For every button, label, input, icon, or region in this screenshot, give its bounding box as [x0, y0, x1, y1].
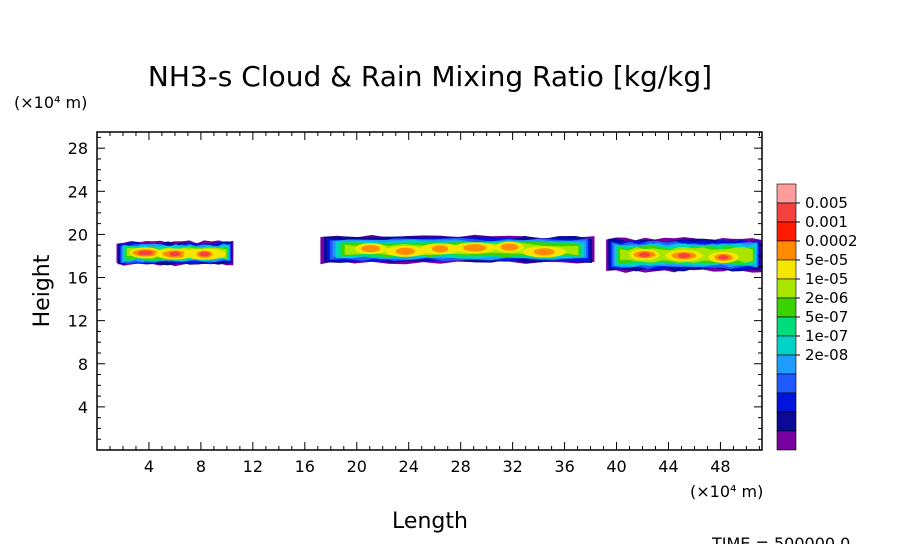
x-tick-label: 12: [243, 457, 263, 476]
colorbar-swatch: [776, 430, 797, 451]
x-axis: 4 8 12 16 20 24 28 32 36 40 44 48: [109, 132, 760, 476]
y-unit-label: (×10⁴ m): [14, 93, 87, 112]
x-tick-label: 4: [144, 457, 154, 476]
contour-core: [361, 245, 381, 253]
colorbar-label: 2e-06: [805, 289, 848, 307]
contour-core: [462, 244, 487, 252]
y-tick-label: 28: [68, 139, 88, 158]
colorbar-swatch: [776, 316, 797, 337]
y-tick-label: 24: [68, 182, 88, 201]
plot-frame: [96, 131, 763, 451]
contour-core: [395, 247, 415, 255]
contour-peak: [137, 250, 153, 256]
colorbar-label: 1e-05: [805, 270, 848, 288]
colorbar: 0.0050.0010.00025e-051e-052e-065e-071e-0…: [776, 183, 858, 451]
y-axis-label: Height: [30, 254, 55, 327]
chart-title: NH3-s Cloud & Rain Mixing Ratio [kg/kg]: [148, 60, 712, 93]
x-axis-label: Length: [392, 509, 468, 534]
colorbar-label: 2e-08: [805, 346, 848, 364]
contour-core: [533, 248, 555, 256]
y-tick-label: 4: [78, 398, 88, 417]
colorbar-label: 5e-05: [805, 251, 848, 269]
cloud-band-west: [116, 240, 234, 267]
colorbar-swatch: [776, 202, 797, 223]
x-tick-label: 16: [295, 457, 315, 476]
colorbar-swatch: [776, 297, 797, 318]
colorbar-label: 0.0002: [805, 232, 858, 250]
x-tick-label: 48: [710, 457, 730, 476]
colorbar-swatch: [776, 354, 797, 375]
colorbar-swatch: [776, 221, 797, 242]
colorbar-label: 5e-07: [805, 308, 848, 326]
y-tick-label: 20: [68, 225, 88, 244]
cloud-field: [116, 234, 762, 273]
x-tick-label: 32: [502, 457, 522, 476]
x-tick-label: 24: [399, 457, 419, 476]
contour-peak: [199, 251, 210, 257]
colorbar-swatch: [776, 259, 797, 280]
contour-peak: [718, 254, 729, 260]
contour-peak: [678, 253, 691, 258]
y-tick-label: 8: [78, 355, 88, 374]
colorbar-swatch: [776, 183, 797, 204]
colorbar-swatch: [776, 392, 797, 413]
colorbar-swatch: [776, 411, 797, 432]
y-axis: 4 8 12 16 20 24 28: [68, 136, 762, 440]
y-tick-label: 12: [68, 312, 88, 331]
x-tick-label: 28: [450, 457, 470, 476]
plot-area: [116, 234, 762, 273]
x-tick-label: 44: [658, 457, 678, 476]
colorbar-label: 0.001: [805, 213, 848, 231]
time-label: TIME = 500000.0: [711, 534, 850, 544]
x-tick-label: 40: [606, 457, 626, 476]
cloud-band-central: [320, 234, 595, 265]
y-tick-label: 16: [68, 269, 88, 288]
contour-peak: [169, 251, 181, 257]
x-tick-label: 20: [347, 457, 367, 476]
cloud-band-east: [606, 237, 762, 273]
colorbar-label: 1e-07: [805, 327, 848, 345]
colorbar-swatch: [776, 240, 797, 261]
colorbar-swatch: [776, 335, 797, 356]
contour-core: [431, 245, 449, 253]
x-tick-label: 36: [554, 457, 574, 476]
x-tick-label: 8: [196, 457, 206, 476]
colorbar-label: 0.005: [805, 194, 848, 212]
contour-core: [500, 243, 519, 251]
x-unit-label: (×10⁴ m): [690, 482, 763, 501]
colorbar-swatch: [776, 373, 797, 394]
colorbar-swatch: [776, 278, 797, 299]
contour-peak: [638, 252, 651, 258]
